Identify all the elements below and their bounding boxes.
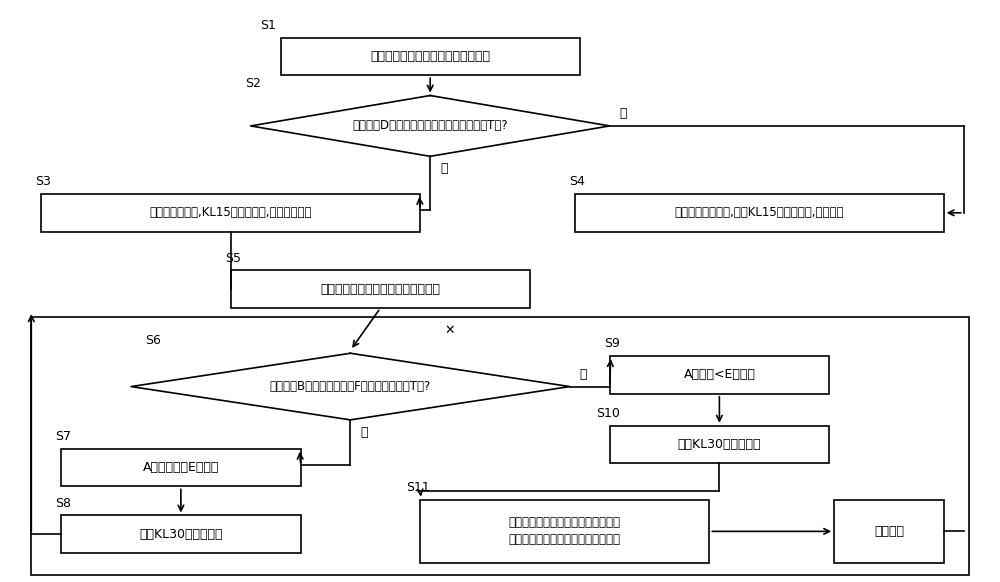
Polygon shape [131, 353, 570, 420]
Polygon shape [251, 95, 610, 157]
Text: 微处理器检测第一二极管两端电压值: 微处理器检测第一二极管两端电压值 [320, 283, 440, 296]
Text: 微处理器检测第二二极管两端电压值: 微处理器检测第二二极管两端电压值 [370, 50, 490, 63]
Text: 故障排除: 故障排除 [874, 525, 904, 538]
Text: S1: S1 [260, 19, 276, 32]
Text: 实时检测D端电压是否大于预设值持续时间T秒?: 实时检测D端电压是否大于预设值持续时间T秒? [352, 119, 508, 133]
Text: S6: S6 [145, 335, 161, 347]
Text: S7: S7 [55, 430, 71, 443]
FancyBboxPatch shape [610, 425, 829, 463]
Text: S10: S10 [596, 407, 620, 420]
Text: 判断KL30电源线正常: 判断KL30电源线正常 [139, 528, 223, 541]
FancyBboxPatch shape [231, 271, 530, 308]
Text: A端电压<E端电压: A端电压<E端电压 [683, 368, 755, 381]
FancyBboxPatch shape [834, 499, 944, 563]
Text: 判断车钥匙接通,KL15电源线正常,机器唤醒工作: 判断车钥匙接通,KL15电源线正常,机器唤醒工作 [150, 206, 312, 219]
Text: 判断KL30电源线断开: 判断KL30电源线断开 [678, 438, 761, 451]
FancyBboxPatch shape [420, 499, 709, 563]
Text: 否: 否 [580, 368, 587, 381]
FancyBboxPatch shape [575, 194, 944, 232]
Text: S4: S4 [569, 175, 585, 188]
FancyBboxPatch shape [61, 449, 301, 487]
Text: S5: S5 [225, 251, 241, 265]
Text: 否: 否 [620, 107, 627, 120]
Text: S2: S2 [245, 77, 261, 90]
FancyBboxPatch shape [610, 356, 829, 394]
Text: S3: S3 [35, 175, 51, 188]
Text: A端电压大于E端电压: A端电压大于E端电压 [143, 461, 219, 474]
FancyBboxPatch shape [41, 194, 420, 232]
Text: S11: S11 [406, 481, 430, 494]
Text: 是: 是 [440, 162, 448, 175]
FancyBboxPatch shape [31, 317, 969, 575]
Text: 提示和警告用户检查并及时维修，同
时主机降音量和降低显示屏背光亮度: 提示和警告用户检查并及时维修，同 时主机降音量和降低显示屏背光亮度 [509, 516, 621, 546]
Text: S9: S9 [604, 338, 620, 350]
Text: S8: S8 [55, 496, 71, 510]
Text: ✕: ✕ [445, 324, 455, 337]
Text: 实时检测B端电压是否大于F端电压持续时间T秒?: 实时检测B端电压是否大于F端电压持续时间T秒? [270, 380, 431, 393]
FancyBboxPatch shape [281, 38, 580, 75]
Text: 是: 是 [360, 425, 368, 439]
FancyBboxPatch shape [61, 516, 301, 553]
Text: 判新车钥匙未接通,或者KL15电源线断开,机器关机: 判新车钥匙未接通,或者KL15电源线断开,机器关机 [675, 206, 844, 219]
